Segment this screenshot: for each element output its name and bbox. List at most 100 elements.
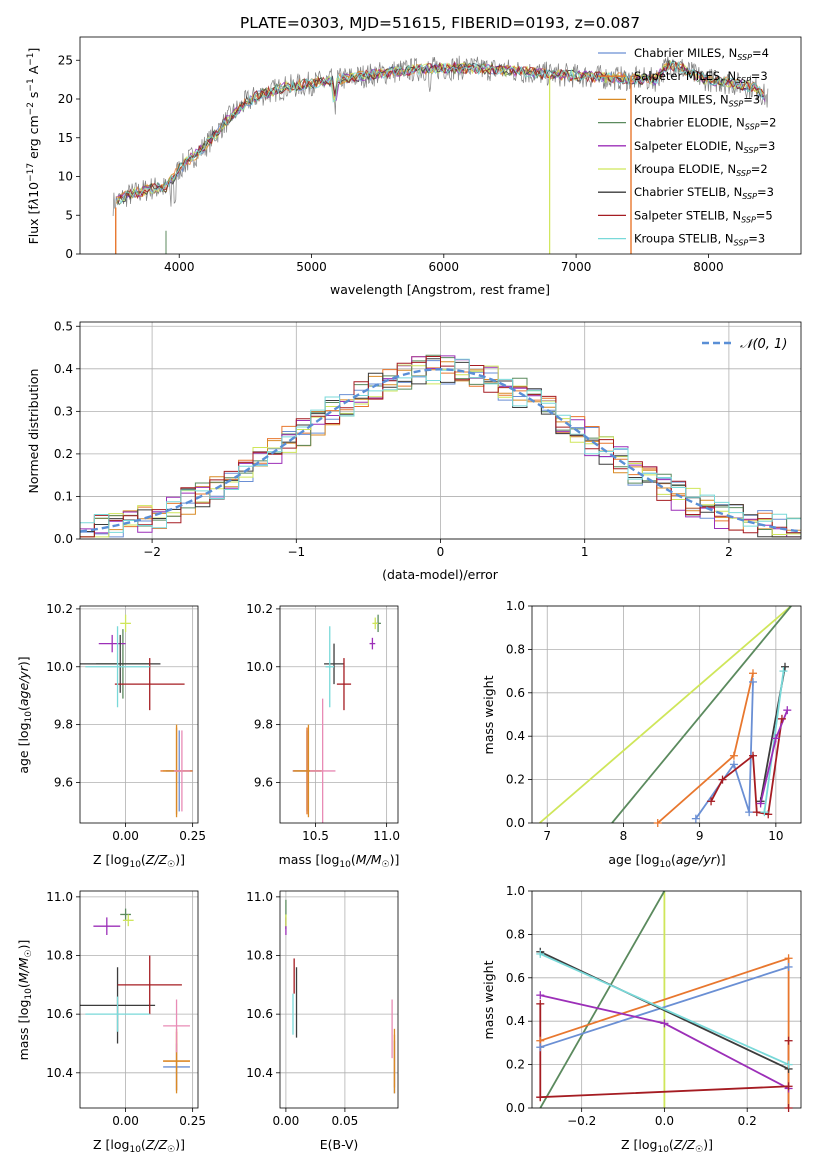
ticks-layer: −0.2 0.0 0.2 0.0 0.2 0.4 0.6 0.8 1.0 [506,884,757,1128]
legend-label: Kroupa MILES, NSSP=3 [634,92,760,108]
y-tick-label: 0.0 [54,532,73,546]
spectrum-panel: PLATE=0303, MJD=51615, FIBERID=0193, z=0… [26,14,802,297]
x-axis-label: Z [log10(Z/Z☉)] [93,852,185,870]
x-tick-label: 0 [437,545,445,559]
series-layer [80,614,193,818]
y-tick-label: 0.4 [54,362,73,376]
y-tick-label: 10.6 [246,1007,273,1021]
y-tick-label: 10.2 [46,602,73,616]
series-layer [112,55,769,254]
y-tick-label: 0.2 [506,1058,525,1072]
chart-title: PLATE=0303, MJD=51615, FIBERID=0193, z=0… [240,14,640,32]
legend-label: Chabrier STELIB, NSSP=3 [634,185,774,201]
x-tick-label: 4000 [164,260,195,274]
x-tick-label: 0.2 [738,1114,757,1128]
x-tick-label: −0.2 [567,1114,596,1128]
y-tick-label: 10 [58,170,73,184]
y-tick-label: 1.0 [506,884,525,898]
y-tick-label: 0.2 [506,773,525,787]
x-tick-label: −2 [143,545,161,559]
ticks-layer: 7 8 9 10 0.0 0.2 0.4 0.6 0.8 1.0 [506,599,784,843]
spectrum-plot-area: 4000 5000 6000 7000 8000 0 5 10 15 20 25 Chabrier M… [58,36,802,274]
y-tick-label: 0 [65,247,73,261]
y-tick-label: 9.8 [54,718,73,732]
y-tick-label: 0.8 [506,642,525,656]
y-axis-label: mass weight [481,675,496,754]
y-tick-label: 5 [65,208,73,222]
y-tick-label: 11.0 [46,890,73,904]
y-tick-label: 25 [58,53,73,67]
ticks-layer: 4000 5000 6000 7000 8000 0 5 10 15 20 25 [58,53,724,274]
y-tick-label: 20 [58,92,73,106]
histogram-kroupa_stelib [80,358,801,538]
y-axis-label: age [log10(age/yr)] [16,656,34,773]
ticks-layer: 10.5 11.0 9.6 9.8 10.0 10.2 [246,602,400,843]
weight-line-chabrier_elodie [611,606,792,823]
y-tick-label: 10.8 [46,949,73,963]
ticks-layer: 0.00 0.25 9.6 9.8 10.0 10.2 [46,602,206,843]
y-tick-label: 0.1 [54,489,73,503]
y-tick-label: 0.5 [54,319,73,333]
mass-vs-reddening-panel: 0.00 0.05 10.4 10.6 10.8 11.0 E(B-V) [246,890,399,1152]
weight-line-kroupa_stelib [763,670,785,813]
y-tick-label: 11.0 [246,890,273,904]
age-vs-metallicity-plot-area: 0.00 0.25 9.6 9.8 10.0 10.2 [46,602,206,843]
weight-line-kroupa_elodie [539,606,792,823]
series-layer [292,614,381,823]
y-tick-label: 0.4 [506,729,525,743]
x-axis-label: (data-model)/error [382,567,499,582]
y-tick-label: 0.6 [506,686,525,700]
axes-frame [531,890,802,1109]
x-tick-label: 10.5 [302,829,329,843]
ticks-layer: 0.00 0.05 10.4 10.6 10.8 11.0 [246,890,358,1128]
legend-label: Kroupa ELODIE, NSSP=2 [634,162,768,178]
y-tick-label: 0.2 [54,447,73,461]
model-spectrum-chabrier_stelib [117,58,764,204]
x-tick-label: 11.0 [373,829,400,843]
mass-weight-vs-metallicity-plot-area: −0.2 0.0 0.2 0.0 0.2 0.4 0.6 0.8 1.0 [506,884,802,1128]
axes-frame [79,605,199,824]
x-tick-label: 0.25 [179,1114,206,1128]
mass-weight-vs-age-panel: 7 8 9 10 0.0 0.2 0.4 0.6 0.8 1.0 age [log10(age/y… [481,599,802,870]
weight-line-chabrier_stelib [539,950,789,1070]
mass-weight-vs-metallicity-panel: −0.2 0.0 0.2 0.0 0.2 0.4 0.6 0.8 1.0 Z [log10(Z/… [481,884,802,1155]
legend-label: Salpeter MILES, NSSP=3 [634,69,768,85]
legend-label: Chabrier MILES, NSSP=4 [634,46,769,62]
y-tick-label: 0.6 [506,971,525,985]
residual-histogram-panel: −2 −1 0 1 2 0.0 0.1 0.2 0.3 0.4 0.5 𝒩(0, 1) (data-m… [26,319,802,582]
age-vs-mass-plot-area: 10.5 11.0 9.6 9.8 10.0 10.2 [246,602,400,843]
y-tick-label: 10.2 [246,602,273,616]
x-tick-label: 7 [543,829,551,843]
x-tick-label: 0.25 [179,829,206,843]
weight-line-salpeter_miles [540,957,789,1042]
x-tick-label: 9 [696,829,704,843]
series-layer [539,606,792,823]
series-layer [80,354,801,538]
x-axis-label: Z [log10(Z/Z☉)] [93,1137,185,1155]
y-tick-label: 10.6 [46,1007,73,1021]
model-spectrum-kroupa_stelib [118,61,765,204]
series-layer [80,908,190,1094]
series-layer [285,899,396,1094]
x-axis-label: age [log10(age/yr)] [608,852,725,870]
mass-vs-reddening-plot-area: 0.00 0.05 10.4 10.6 10.8 11.0 [246,890,399,1128]
normal-curve [80,368,801,533]
x-axis-label: Z [log10(Z/Z☉)] [621,1137,713,1155]
data-layer [80,606,198,823]
x-tick-label: 1 [581,545,589,559]
ticks-layer: −2 −1 0 1 2 0.0 0.1 0.2 0.3 0.4 0.5 [54,319,733,559]
x-axis-label: E(B-V) [320,1137,359,1152]
x-tick-label: 8 [620,829,628,843]
y-tick-label: 0.0 [506,1101,525,1115]
y-tick-label: 9.6 [254,775,273,789]
y-tick-label: 1.0 [506,599,525,613]
legend-label: Salpeter ELODIE, NSSP=3 [634,139,775,155]
axes-frame [79,321,802,540]
legend-label: 𝒩(0, 1) [740,337,787,352]
data-layer [80,322,801,540]
y-tick-label: 15 [58,131,73,145]
data-layer [80,891,198,1108]
y-tick-label: 9.8 [254,718,273,732]
x-tick-label: 0.0 [655,1114,674,1128]
